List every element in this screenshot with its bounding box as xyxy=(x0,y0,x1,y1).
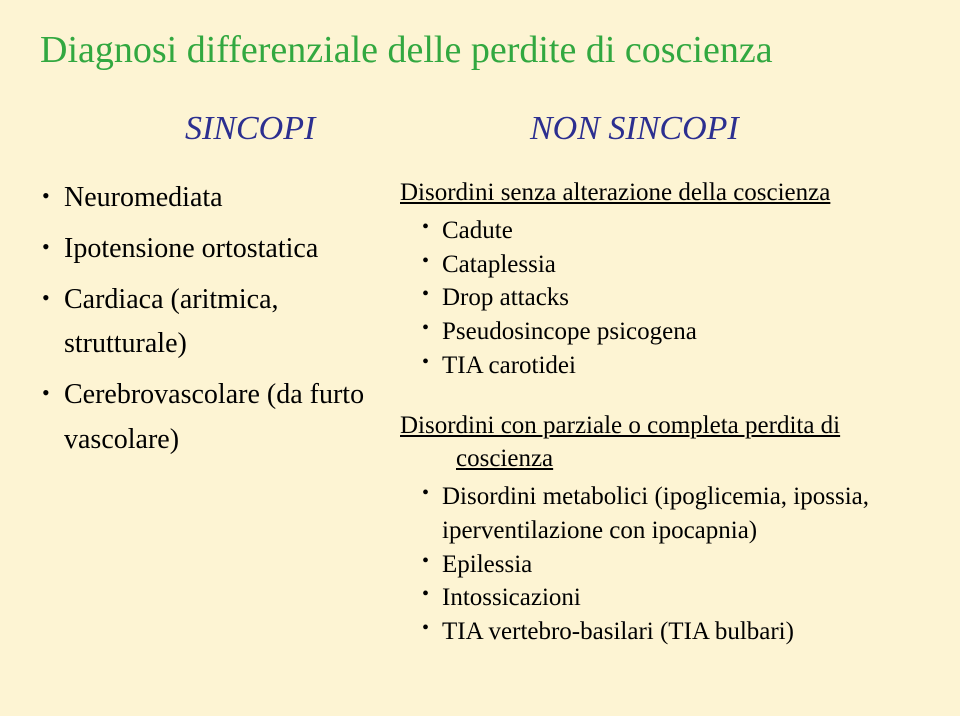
group-1-item: Cataplessia xyxy=(422,248,920,282)
group-1-head: Disordini senza alterazione della coscie… xyxy=(400,176,920,210)
slide: Diagnosi differenziale delle perdite di … xyxy=(0,0,960,716)
left-item: Cardiaca (aritmica, strutturale) xyxy=(42,278,370,368)
left-list: Neuromediata Ipotensione ortostatica Car… xyxy=(42,176,370,463)
left-item: Ipotensione ortostatica xyxy=(42,227,370,272)
left-heading: SINCOPI xyxy=(40,110,370,148)
group-1-item: Pseudosincope psicogena xyxy=(422,315,920,349)
group-2-head: Disordini con parziale o completa perdit… xyxy=(400,409,920,477)
group-2-head-line2: coscienza xyxy=(400,445,553,472)
group-1-item: Drop attacks xyxy=(422,281,920,315)
group-2-head-line1: Disordini con parziale o completa perdit… xyxy=(400,412,840,439)
group-2-item: TIA vertebro-basilari (TIA bulbari) xyxy=(422,615,920,649)
left-column: SINCOPI Neuromediata Ipotensione ortosta… xyxy=(40,110,370,649)
left-item: Cerebrovascolare (da furto vascolare) xyxy=(42,373,370,463)
slide-title: Diagnosi differenziale delle perdite di … xyxy=(40,28,920,72)
group-2: Disordini con parziale o completa perdit… xyxy=(400,409,920,649)
right-column: NON SINCOPI Disordini senza alterazione … xyxy=(400,110,920,649)
columns: SINCOPI Neuromediata Ipotensione ortosta… xyxy=(40,110,920,649)
group-2-list: Disordini metabolici (ipoglicemia, iposs… xyxy=(422,480,920,649)
group-1: Disordini senza alterazione della coscie… xyxy=(400,176,920,383)
group-2-item: Intossicazioni xyxy=(422,581,920,615)
group-2-item: Disordini metabolici (ipoglicemia, iposs… xyxy=(422,480,920,548)
right-heading: NON SINCOPI xyxy=(400,110,920,148)
left-item: Neuromediata xyxy=(42,176,370,221)
group-1-item: TIA carotidei xyxy=(422,349,920,383)
group-1-list: Cadute Cataplessia Drop attacks Pseudosi… xyxy=(422,214,920,383)
group-1-item: Cadute xyxy=(422,214,920,248)
group-2-item: Epilessia xyxy=(422,548,920,582)
